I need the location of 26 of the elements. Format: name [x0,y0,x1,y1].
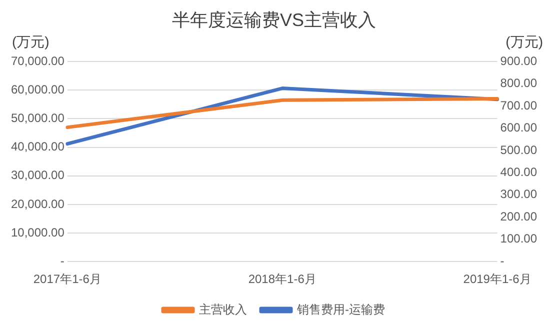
y2-tick-label: 400.00 [500,165,538,180]
y-tick-label: 10,000.00 [10,225,65,240]
x-tick-label: 2018年1-6月 [248,272,316,286]
legend-label: 销售费用-运输费 [296,302,385,316]
y-tick-label: 70,000.00 [10,54,65,68]
y2-tick-label: 500.00 [500,142,538,157]
y2-tick-label: 800.00 [500,76,538,90]
y2-tick-label: - [500,254,504,268]
y2-tick-label: 300.00 [500,187,538,202]
y2-tick-label: 200.00 [500,209,538,224]
chart-title: 半年度运输费VS主营收入 [172,10,376,30]
legend-label: 主营收入 [199,302,247,316]
y-tick-label: 50,000.00 [10,111,65,126]
y2-tick-label: 100.00 [500,232,538,246]
y2-tick-label: 600.00 [500,120,538,135]
y-tick-label: 60,000.00 [10,82,65,96]
y-tick-label: - [60,254,64,268]
y2-tick-label: 900.00 [500,54,538,68]
y2-tick-label: 700.00 [500,98,538,112]
y-tick-label: 40,000.00 [10,140,65,154]
x-tick-label: 2017年1-6月 [33,272,102,286]
y-tick-label: 20,000.00 [10,196,65,211]
y-tick-label: 30,000.00 [10,168,65,182]
x-tick-label: 2019年1-6月 [463,272,532,286]
y-axis-title: (万元) [12,33,50,50]
y2-axis-title: (万元) [506,33,543,50]
